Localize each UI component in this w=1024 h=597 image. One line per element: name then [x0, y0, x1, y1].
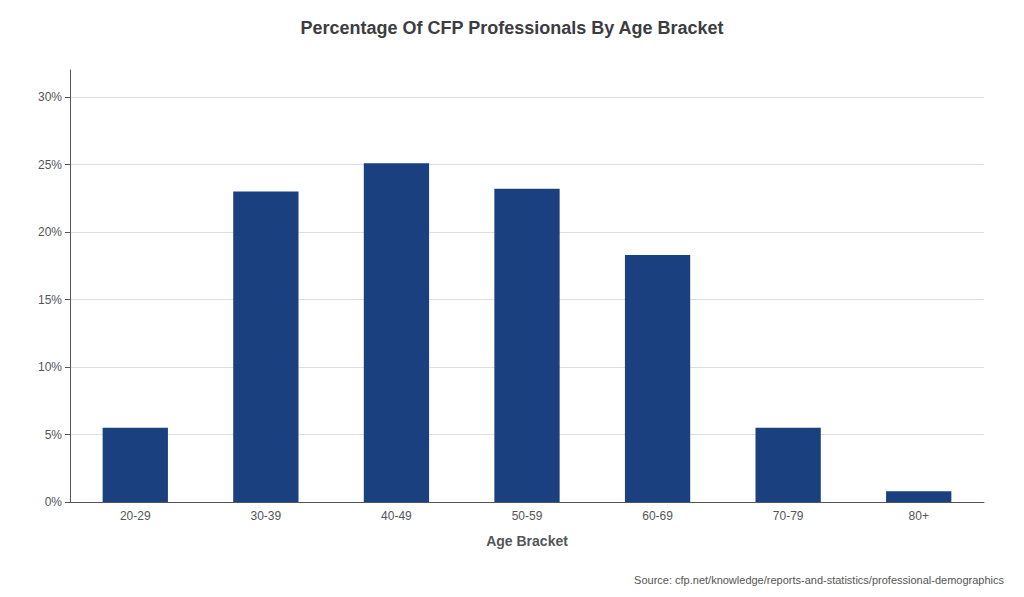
- svg-text:10%: 10%: [38, 360, 62, 374]
- svg-text:20%: 20%: [38, 225, 62, 239]
- svg-text:80+: 80+: [909, 509, 929, 523]
- svg-text:30-39: 30-39: [251, 509, 282, 523]
- svg-text:50-59: 50-59: [512, 509, 543, 523]
- svg-text:15%: 15%: [38, 293, 62, 307]
- svg-text:70-79: 70-79: [773, 509, 804, 523]
- svg-text:Source: cfp.net/knowledge/repo: Source: cfp.net/knowledge/reports-and-st…: [634, 574, 1004, 586]
- svg-text:20-29: 20-29: [120, 509, 151, 523]
- svg-text:30%: 30%: [38, 90, 62, 104]
- svg-text:Age Bracket: Age Bracket: [486, 533, 568, 549]
- svg-text:Percentage Of CFP Professional: Percentage Of CFP Professionals By Age B…: [300, 18, 723, 38]
- svg-text:0%: 0%: [45, 495, 63, 509]
- svg-text:25%: 25%: [38, 158, 62, 172]
- svg-text:40-49: 40-49: [381, 509, 412, 523]
- svg-text:5%: 5%: [45, 428, 63, 442]
- svg-text:60-69: 60-69: [642, 509, 673, 523]
